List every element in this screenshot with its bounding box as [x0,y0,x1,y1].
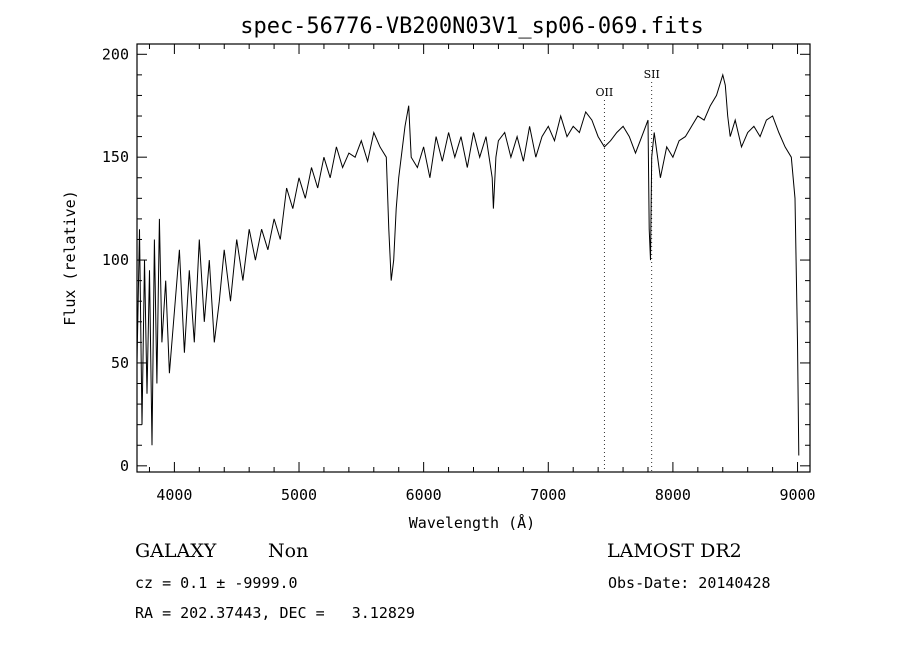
line-markers: OII SII [596,68,660,472]
x-tick-label: 4000 [156,486,192,504]
chart-title: spec-56776-VB200N03V1_sp06-069.fits [240,14,704,39]
x-axis-label: Wavelength (Å) [409,513,535,532]
redshift-line: cz = 0.1 ± -9999.0 [135,574,298,592]
y-axis-label: Flux (relative) [61,190,79,325]
marker-label-sii: SII [644,68,660,81]
coordinates: RA = 202.37443, DEC = 3.12829 [135,604,415,622]
object-subclass: Non [268,540,309,562]
x-tick-label: 8000 [655,486,691,504]
object-class: GALAXY [135,540,217,562]
x-tick-label: 7000 [530,486,566,504]
survey-name: LAMOST DR2 [607,540,742,562]
x-tick-label: 9000 [779,486,815,504]
y-tick-label: 0 [120,457,129,475]
y-tick-label: 100 [102,251,129,269]
spectrum-line [136,73,800,456]
obs-date: Obs-Date: 20140428 [608,574,771,592]
x-tick-label: 6000 [406,486,442,504]
x-axis: 4000 5000 6000 7000 8000 9000 [148,44,816,504]
x-tick-label: 5000 [281,486,317,504]
y-tick-label: 50 [111,354,129,372]
y-tick-label: 200 [102,45,129,63]
y-axis: 0 50 100 150 200 [102,45,810,475]
y-tick-label: 150 [102,148,129,166]
marker-label-oii: OII [596,86,614,99]
